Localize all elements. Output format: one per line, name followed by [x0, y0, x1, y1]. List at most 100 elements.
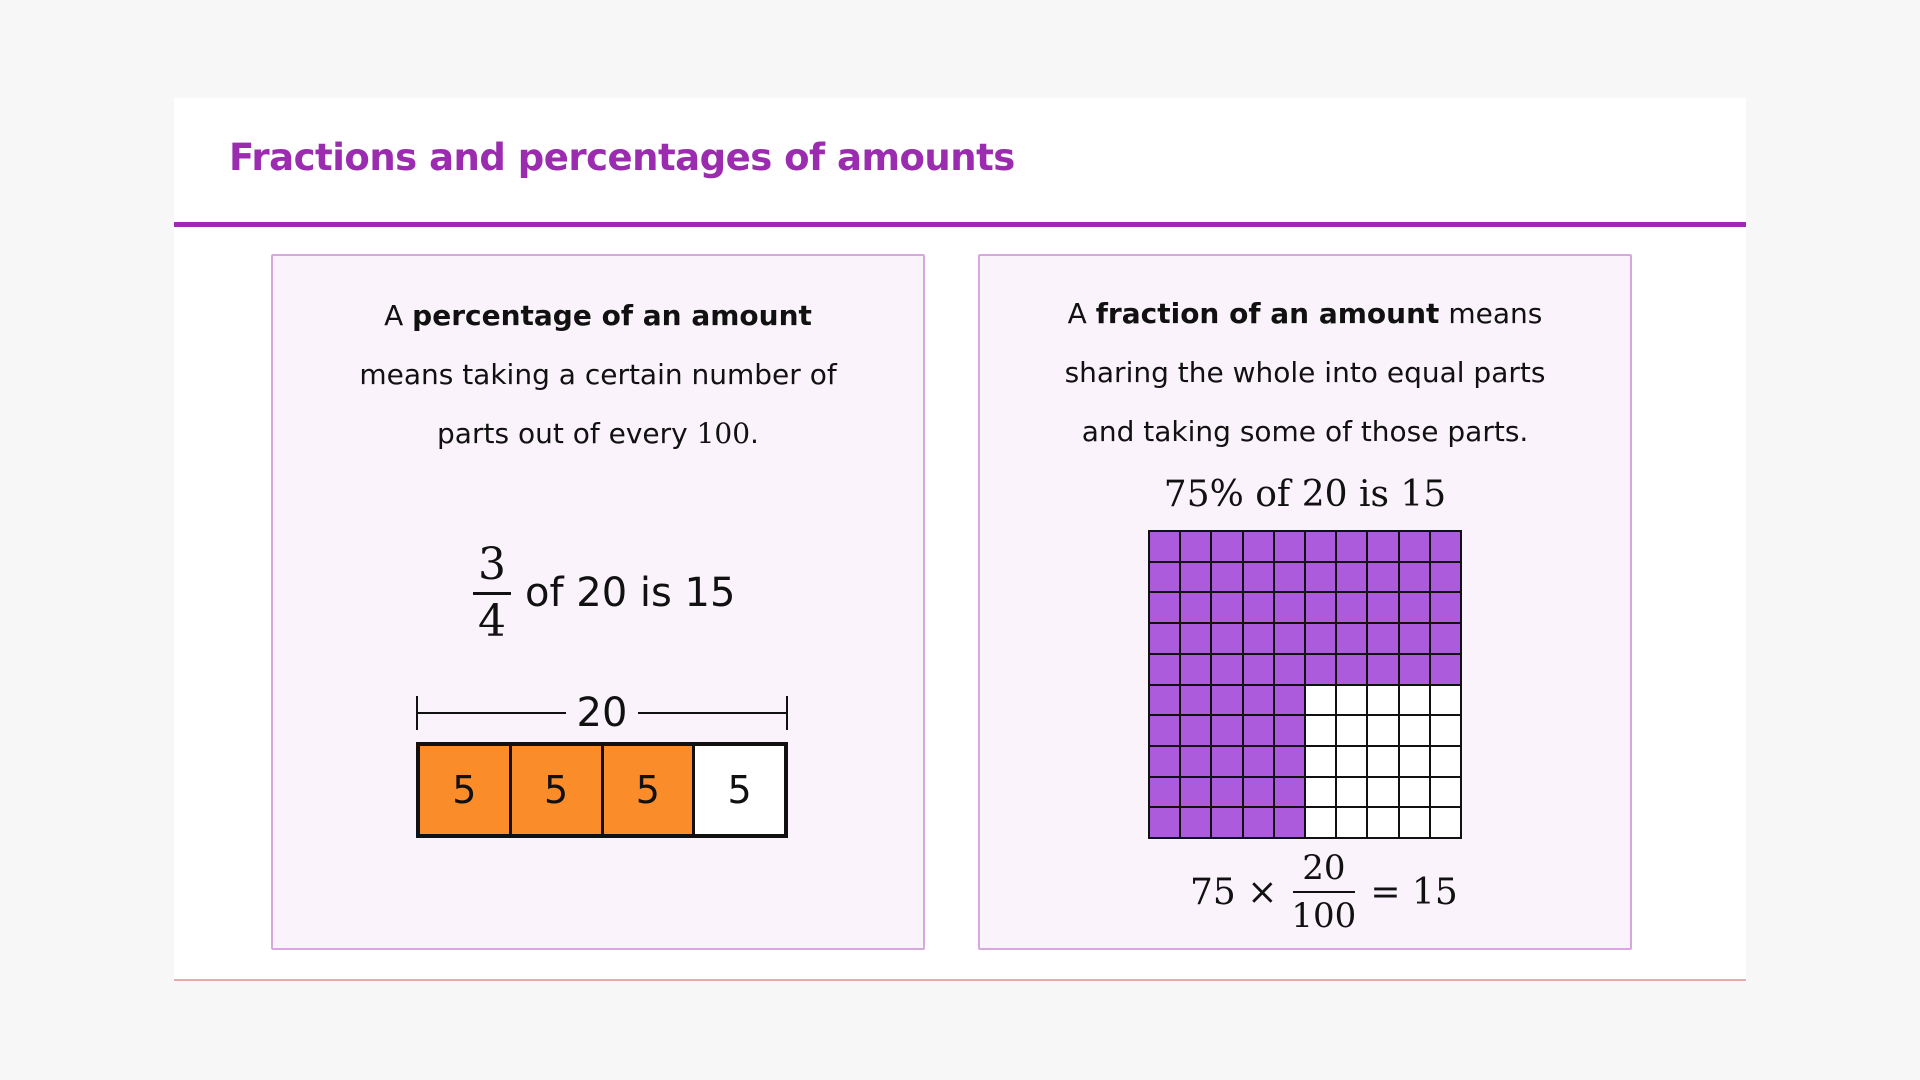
grid-square — [1180, 531, 1212, 562]
grid-square — [1180, 561, 1212, 593]
grid-square — [1211, 807, 1243, 838]
grid-square — [1273, 776, 1305, 808]
fraction-bar — [473, 591, 511, 595]
grid-square — [1305, 531, 1337, 562]
grid-square — [1429, 776, 1461, 808]
grid-square — [1336, 684, 1368, 716]
grid-caption: 75% of 20 is 15 — [1163, 474, 1447, 515]
fraction-description: A fraction of an amount means sharing th… — [1020, 284, 1590, 461]
desc-line-2: sharing the whole into equal parts — [1064, 356, 1546, 389]
equation-numerator: 20 — [1302, 848, 1346, 888]
grid-square — [1273, 592, 1305, 624]
grid-square — [1211, 561, 1243, 593]
fraction-panel: A fraction of an amount means sharing th… — [978, 254, 1632, 950]
grid-square — [1429, 715, 1461, 746]
grid-square — [1149, 715, 1181, 746]
grid-square — [1429, 561, 1461, 593]
fraction-numerator: 3 — [478, 538, 506, 590]
grid-square — [1211, 715, 1243, 746]
equation-fraction: 20 100 — [1291, 845, 1356, 939]
grid-square — [1180, 592, 1212, 624]
grid-square — [1211, 623, 1243, 654]
grid-square — [1242, 561, 1274, 593]
equation-right: = 15 — [1370, 871, 1458, 913]
grid-square — [1367, 653, 1399, 685]
grid-square — [1429, 592, 1461, 624]
grid-square — [1149, 807, 1181, 838]
grid-square — [1149, 684, 1181, 716]
fraction-statement: 3 4 of 20 is 15 — [473, 528, 735, 658]
grid-square — [1180, 623, 1212, 654]
hundred-grid — [1148, 530, 1462, 839]
slide: Fractions and percentages of amounts A p… — [174, 98, 1746, 981]
bar-model-right-tick — [786, 696, 788, 730]
grid-square — [1149, 776, 1181, 808]
statement-text: of 20 is 15 — [525, 570, 736, 616]
bar-model-cell-1: 5 — [420, 746, 512, 834]
grid-square — [1429, 745, 1461, 777]
grid-square — [1180, 715, 1212, 746]
grid-square — [1211, 684, 1243, 716]
grid-square — [1305, 745, 1337, 777]
equation-denominator: 100 — [1291, 896, 1357, 936]
desc-bold-term: percentage of an amount — [412, 299, 812, 332]
grid-square — [1305, 653, 1337, 685]
grid-square — [1149, 745, 1181, 777]
grid-square — [1211, 592, 1243, 624]
grid-square — [1336, 807, 1368, 838]
grid-square — [1398, 715, 1430, 746]
grid-square — [1273, 807, 1305, 838]
grid-square — [1398, 776, 1430, 808]
grid-square — [1273, 531, 1305, 562]
grid-square — [1398, 745, 1430, 777]
grid-square — [1211, 745, 1243, 777]
grid-square — [1149, 531, 1181, 562]
fraction-denominator: 4 — [478, 595, 506, 647]
equation: 75 × 20 100 = 15 — [1190, 844, 1458, 940]
grid-square — [1242, 653, 1274, 685]
grid-square — [1180, 684, 1212, 716]
title-divider — [174, 222, 1746, 227]
grid-square — [1305, 776, 1337, 808]
grid-square — [1149, 623, 1181, 654]
grid-square — [1211, 531, 1243, 562]
grid-square — [1305, 592, 1337, 624]
grid-square — [1367, 745, 1399, 777]
grid-square — [1305, 623, 1337, 654]
grid-square — [1336, 531, 1368, 562]
grid-square — [1367, 531, 1399, 562]
grid-square — [1336, 653, 1368, 685]
grid-square — [1242, 745, 1274, 777]
grid-square — [1336, 776, 1368, 808]
grid-square — [1398, 623, 1430, 654]
grid-square — [1398, 807, 1430, 838]
grid-square — [1305, 715, 1337, 746]
grid-square — [1242, 715, 1274, 746]
grid-square — [1398, 684, 1430, 716]
grid-square — [1242, 684, 1274, 716]
hundred-number: 100 — [696, 417, 751, 450]
grid-square — [1149, 561, 1181, 593]
grid-square — [1336, 592, 1368, 624]
grid-square — [1273, 684, 1305, 716]
grid-square — [1398, 592, 1430, 624]
grid-square — [1429, 531, 1461, 562]
bar-model-cell-3: 5 — [603, 746, 696, 834]
desc-line-3: and taking some of those parts. — [1081, 415, 1529, 448]
grid-square — [1180, 776, 1212, 808]
grid-square — [1398, 531, 1430, 562]
grid-square — [1398, 561, 1430, 593]
desc-line-2: means taking a certain number of — [359, 358, 837, 391]
grid-square — [1242, 807, 1274, 838]
grid-square — [1398, 653, 1430, 685]
bar-model-cell-4: 5 — [695, 746, 784, 834]
percentage-panel: A percentage of an amount means taking a… — [271, 254, 925, 950]
grid-square — [1180, 653, 1212, 685]
desc-line-1: A percentage of an amount — [384, 299, 812, 332]
grid-square — [1149, 592, 1181, 624]
grid-square — [1305, 684, 1337, 716]
grid-square — [1336, 745, 1368, 777]
grid-square — [1429, 653, 1461, 685]
page-title: Fractions and percentages of amounts — [229, 136, 1015, 179]
